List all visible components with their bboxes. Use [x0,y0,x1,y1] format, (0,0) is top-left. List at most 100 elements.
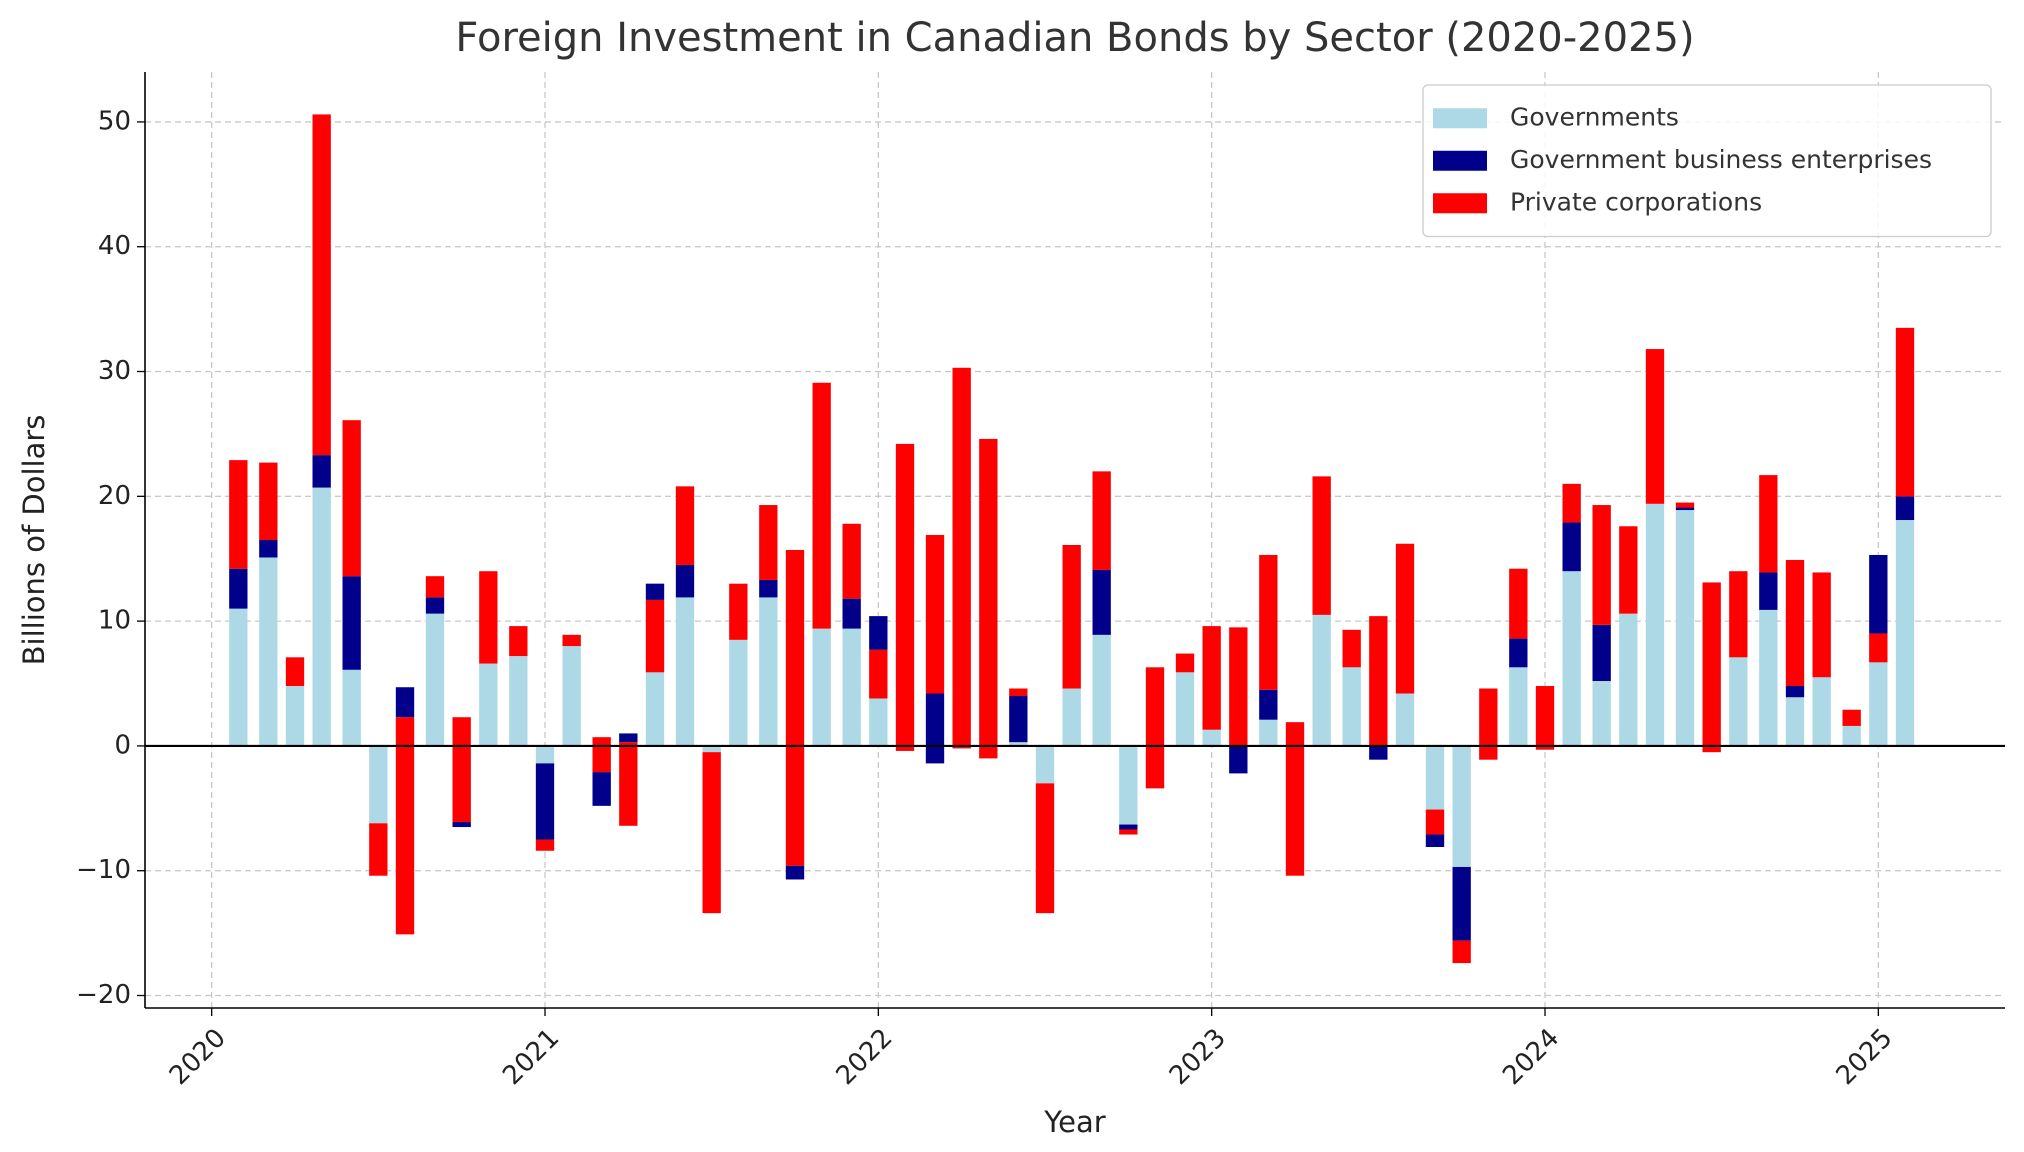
bar-segment [1285,722,1305,876]
bar-segment [619,733,638,743]
bar-segment [1675,502,1695,508]
bar-segment [702,752,721,914]
bar-segment [425,597,445,614]
bar-segment [1119,829,1138,835]
bar-segment [369,745,388,824]
bar-segment [259,557,278,746]
bar-segment [1119,745,1138,825]
legend-swatch [1433,150,1487,171]
bar-segment [729,639,748,746]
bar-segment [1259,719,1278,746]
bar-segment [509,626,528,657]
bar-segment [842,598,861,629]
chart-title: Foreign Investment in Canadian Bonds by … [455,15,1694,61]
legend-label: Government business enterprises [1510,145,1932,174]
bar-segment [1342,629,1361,668]
bar-segment [619,742,638,826]
bar-segment [1619,526,1638,614]
bars [229,114,1915,964]
bar-segment [1785,686,1805,698]
legend-swatch [1433,193,1487,214]
y-tick-label: −20 [76,980,131,1010]
bar-segment [869,616,888,650]
x-tick-label: 2024 [1497,1023,1565,1091]
bar-segment [1009,696,1028,743]
bar-segment [842,628,861,746]
bar-segment [259,540,278,558]
bar-segment [1592,681,1611,746]
bar-segment [452,822,471,828]
bar-segment [1229,745,1248,774]
x-axis-label: Year [1043,1105,1105,1139]
bar-segment [1869,633,1888,663]
bar-segment [1479,688,1498,760]
bar-segment [562,646,581,746]
bar-segment [1035,783,1055,914]
bar-segment [1425,809,1445,835]
bar-segment [1452,745,1471,867]
bar-segment [1895,496,1915,521]
bar-segment [1812,677,1831,746]
bar-segment [395,717,415,935]
bar-segment [1259,554,1278,690]
bar-segment [1062,688,1081,746]
bar-segment [645,599,665,673]
bar-segment [925,535,945,694]
bar-segment [1009,688,1028,696]
bar-segment [1312,476,1331,615]
bar-segment [342,576,361,670]
bar-segment [1842,725,1861,746]
y-tick-label: 20 [98,481,131,511]
bar-segment [1592,505,1611,625]
bar-segment [535,763,555,840]
bar-segment [1759,572,1778,610]
bar-segment [1785,697,1805,746]
bar-segment [952,367,971,749]
bar-segment [1369,745,1388,760]
bar-segment [759,597,778,746]
bar-segment [1395,543,1415,694]
bar-segment [1675,507,1695,511]
bar-segment [1369,616,1388,746]
legend-swatch [1433,108,1487,129]
bar-segment [1619,613,1638,746]
bar-segment [1092,634,1111,746]
bar-segment [259,462,278,540]
bar-segment [812,628,831,746]
bar-segment [675,486,695,565]
bar-segment [1702,582,1721,753]
bar-segment [1145,667,1165,789]
bar-segment [1842,709,1861,726]
bar-segment [1759,609,1778,746]
bar-segment [702,745,721,753]
bar-segment [1785,559,1805,687]
bar-segment [342,669,361,746]
bar-segment [562,634,581,647]
bar-segment [785,549,805,866]
bar-segment [1452,940,1471,964]
bar-segment [1645,503,1665,746]
bar-segment [1592,624,1611,682]
bar-segment [592,772,611,806]
bar-segment [1729,657,1748,746]
y-tick-label: 10 [98,606,131,636]
bar-segment [1229,627,1248,746]
y-tick-label: 50 [98,106,131,136]
bar-segment [1092,569,1111,635]
bar-segment [425,576,445,598]
bar-segment [425,613,445,746]
bar-segment [479,571,498,664]
bar-segment [1092,471,1111,570]
bar-segment [1395,693,1415,746]
x-tick-label: 2023 [1164,1023,1232,1091]
bar-segment [1562,571,1581,746]
legend-label: Governments [1510,102,1679,131]
bar-segment [1759,475,1778,573]
x-tick-label: 2025 [1831,1023,1899,1091]
bar-segment [842,523,861,599]
bar-segment [535,839,555,851]
bar-segment [229,568,248,609]
bar-segment [1035,745,1055,784]
bar-segment [509,656,528,746]
y-tick-label: 40 [98,231,131,261]
